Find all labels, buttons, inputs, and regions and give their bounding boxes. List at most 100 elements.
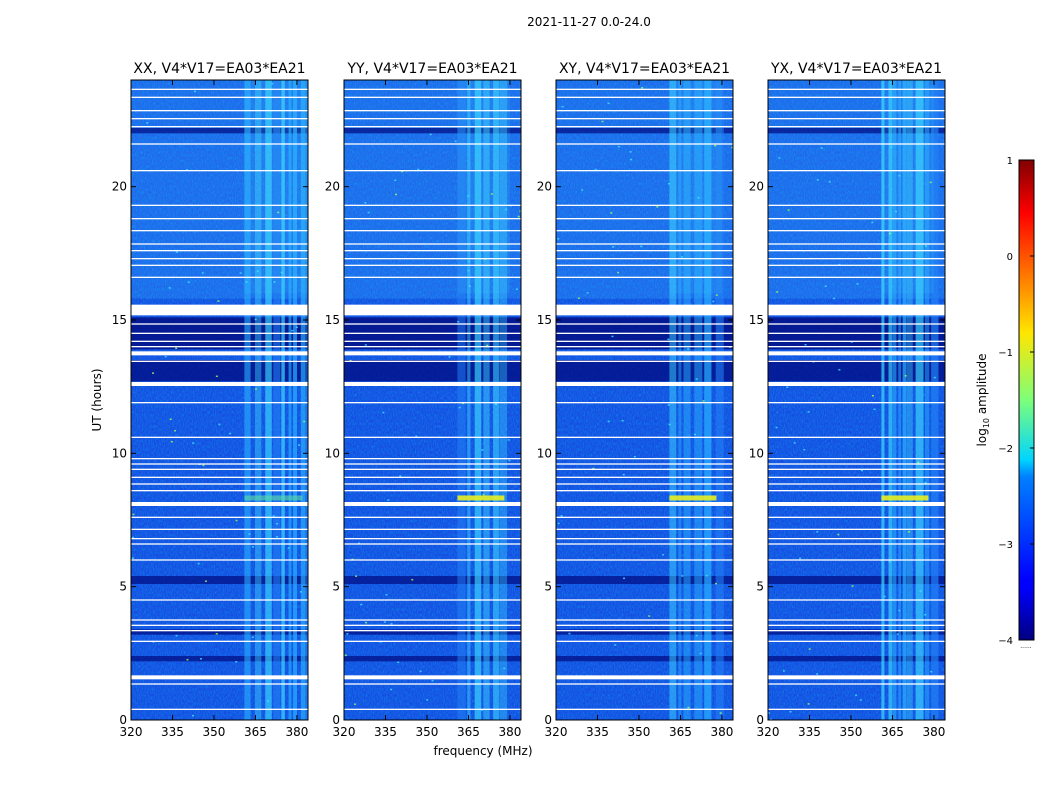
heatmap-band-stripe bbox=[915, 80, 924, 720]
flagged-row bbox=[768, 143, 945, 145]
heatmap-speckle bbox=[480, 709, 483, 711]
heatmap-band-stripe bbox=[704, 80, 712, 720]
heatmap-speckle bbox=[382, 411, 385, 414]
flagged-row bbox=[131, 218, 308, 220]
x-tick-label: 350 bbox=[628, 725, 651, 739]
flagged-row bbox=[768, 708, 945, 710]
flagged-row bbox=[131, 204, 308, 206]
heatmap-speckle bbox=[629, 151, 632, 153]
heatmap-speckle bbox=[197, 562, 200, 565]
heatmap-speckle bbox=[820, 147, 823, 149]
heatmap-speckle bbox=[272, 515, 275, 517]
flagged-row bbox=[768, 436, 945, 438]
heatmap-speckle bbox=[668, 423, 671, 426]
flagged-row bbox=[768, 619, 945, 621]
flagged-row bbox=[556, 458, 733, 460]
heatmap-speckle bbox=[175, 634, 178, 637]
heatmap-speckle bbox=[883, 595, 886, 598]
flagged-row bbox=[344, 640, 521, 642]
flagged-row bbox=[344, 118, 521, 120]
heatmap-speckle bbox=[933, 376, 936, 379]
heatmap-band-stripe bbox=[881, 80, 885, 720]
heatmap-speckle bbox=[417, 168, 420, 171]
heatmap-speckle bbox=[360, 603, 363, 606]
heatmap-speckle bbox=[641, 87, 644, 89]
heatmap-speckle bbox=[415, 435, 418, 438]
flagged-row bbox=[768, 360, 945, 362]
heatmap-speckle bbox=[202, 464, 205, 467]
heatmap-speckle bbox=[185, 169, 188, 171]
heatmap-speckle bbox=[481, 449, 484, 451]
heatmap-speckle bbox=[187, 281, 190, 284]
heatmap-dark-row bbox=[131, 360, 308, 382]
heatmap-speckle bbox=[248, 533, 251, 535]
flagged-row bbox=[131, 126, 308, 128]
heatmap-speckle bbox=[517, 215, 520, 218]
flagged-row bbox=[344, 619, 521, 621]
flagged-row bbox=[768, 516, 945, 518]
heatmap-band-glow bbox=[457, 80, 510, 294]
flagged-row bbox=[344, 708, 521, 710]
heatmap-speckle bbox=[704, 543, 707, 546]
flagged-row bbox=[131, 332, 308, 334]
flagged-row bbox=[131, 96, 308, 98]
flagged-row bbox=[344, 624, 521, 626]
x-tick-label: 380 bbox=[285, 725, 308, 739]
heatmap-speckle bbox=[687, 348, 690, 350]
heatmap-speckle bbox=[490, 193, 493, 195]
x-tick-label: 335 bbox=[161, 725, 184, 739]
heatmap-speckle bbox=[280, 271, 283, 274]
heatmap-speckle bbox=[577, 297, 580, 299]
heatmap-band-stripe bbox=[902, 80, 907, 720]
panel-frame bbox=[767, 79, 946, 721]
heatmap-dark-row bbox=[344, 629, 521, 635]
heatmap-speckle bbox=[607, 420, 610, 423]
heatmap-dark-row bbox=[768, 128, 945, 134]
flagged-row bbox=[768, 110, 945, 112]
heatmap-dark-row bbox=[131, 656, 308, 662]
heatmap-band-glow bbox=[669, 80, 722, 294]
flagged-row bbox=[556, 332, 733, 334]
flagged-row bbox=[556, 476, 733, 478]
flagged-row bbox=[768, 468, 945, 470]
panel-frame bbox=[555, 79, 734, 721]
colorbar-label-suffix: amplitude bbox=[975, 354, 989, 418]
flagged-row bbox=[344, 243, 521, 245]
flagged-row bbox=[556, 543, 733, 545]
flagged-row bbox=[131, 323, 308, 325]
heatmap-speckle bbox=[667, 404, 670, 406]
heatmap-speckle bbox=[586, 292, 589, 294]
flagged-row bbox=[556, 258, 733, 260]
panels-group: XX, V4*V17=EA03*EA21 320 335 350 365 380 0 5 10 1… bbox=[112, 61, 946, 739]
flagged-row bbox=[556, 619, 733, 621]
flagged-row bbox=[556, 382, 733, 386]
flagged-row bbox=[768, 204, 945, 206]
x-tick-label: 380 bbox=[710, 725, 733, 739]
heatmap-dark-row bbox=[556, 128, 733, 134]
flagged-row bbox=[556, 640, 733, 642]
heatmap-band-stripe bbox=[474, 80, 482, 720]
heatmap-speckle bbox=[507, 439, 510, 441]
flagged-row bbox=[556, 230, 733, 232]
flagged-row bbox=[131, 543, 308, 545]
heatmap-band-stripe bbox=[888, 80, 893, 720]
x-tick-label: 350 bbox=[840, 725, 863, 739]
flagged-row bbox=[768, 528, 945, 530]
heatmap-speckle bbox=[468, 285, 471, 287]
flagged-row bbox=[131, 276, 308, 278]
heatmap-speckle bbox=[275, 536, 278, 538]
y-tick-label: 15 bbox=[112, 313, 127, 327]
heatmap-speckle bbox=[824, 285, 827, 287]
heatmap-speckle bbox=[192, 714, 195, 717]
heatmap-speckle bbox=[245, 281, 248, 283]
flagged-row bbox=[556, 599, 733, 601]
heatmap-speckle bbox=[454, 140, 457, 142]
flagged-row bbox=[131, 502, 308, 506]
heatmap-speckle bbox=[152, 372, 155, 374]
flagged-row bbox=[556, 708, 733, 710]
heatmap-dark-row bbox=[344, 576, 521, 584]
flagged-row bbox=[131, 468, 308, 470]
y-tick-label: 20 bbox=[112, 180, 127, 194]
heatmap-speckle bbox=[467, 269, 470, 272]
flagged-row bbox=[344, 351, 521, 356]
